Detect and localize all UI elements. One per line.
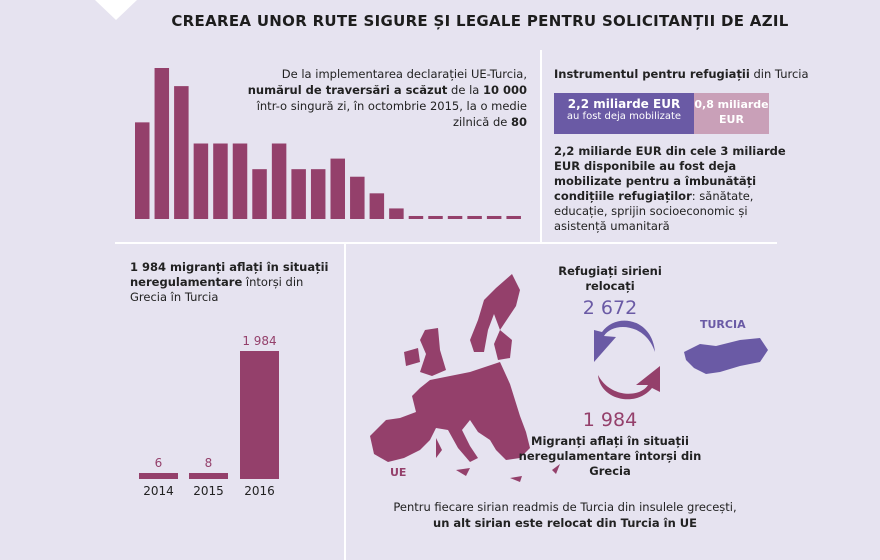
x-tick-label: 2015 bbox=[193, 484, 224, 498]
text: de la bbox=[447, 83, 483, 97]
bar bbox=[467, 215, 482, 219]
returned-label: Migranți aflați în situații neregulament… bbox=[518, 434, 702, 478]
returns-title: 1 984 migranți aflați în situații neregu… bbox=[130, 260, 335, 305]
page-title: CREAREA UNOR RUTE SIGURE ȘI LEGALE PENTR… bbox=[171, 12, 789, 30]
eu-map bbox=[370, 274, 560, 482]
text-bold: numărul de traversări a scăzut bbox=[247, 83, 448, 97]
facility-bar: 2,2 miliarde EUR au fost deja mobilizate… bbox=[554, 93, 769, 134]
bar bbox=[330, 158, 345, 219]
mobilized-amount: 2,2 miliarde EUR bbox=[567, 97, 681, 111]
bar bbox=[447, 215, 463, 219]
bar bbox=[291, 169, 306, 219]
x-tick-label: 2016 bbox=[244, 484, 275, 498]
bar bbox=[174, 86, 189, 220]
bar bbox=[389, 208, 404, 219]
text: din Turcia bbox=[749, 67, 809, 81]
divider bbox=[540, 50, 542, 242]
text: De la implementarea declarației UE-Turci… bbox=[281, 67, 527, 81]
footer-line-bold: un alt sirian este relocat din Turcia în… bbox=[433, 516, 697, 530]
bar bbox=[369, 193, 385, 219]
footer-text: Pentru fiecare sirian readmis de Turcia … bbox=[350, 499, 780, 531]
mobilized-segment: 2,2 miliarde EUR au fost deja mobilizate bbox=[554, 93, 694, 134]
header-notch bbox=[95, 0, 137, 20]
text: întorși din Grecia în Turcia bbox=[130, 275, 304, 304]
bar bbox=[310, 169, 326, 219]
facility-title: Instrumentul pentru refugiații din Turci… bbox=[554, 66, 809, 82]
footer-line: Pentru fiecare sirian readmis de Turcia … bbox=[393, 500, 737, 514]
bar bbox=[408, 215, 424, 219]
crossings-text: De la implementarea declarației UE-Turci… bbox=[230, 66, 527, 130]
bar bbox=[252, 169, 267, 219]
arrow-to-eu-icon bbox=[594, 320, 655, 362]
eu-label: UE bbox=[390, 466, 407, 479]
data-label: 1 984 bbox=[242, 334, 277, 348]
bar bbox=[232, 143, 248, 219]
arrow-to-turkey-icon bbox=[598, 366, 660, 400]
bar bbox=[135, 122, 150, 219]
bar bbox=[189, 473, 228, 479]
bar bbox=[271, 143, 287, 219]
bar bbox=[428, 215, 443, 219]
bar bbox=[154, 68, 170, 219]
text-bold: Instrumentul pentru refugiații bbox=[554, 67, 750, 81]
remaining-segment: 0,8 miliarde EUR bbox=[694, 93, 769, 134]
data-label: 6 bbox=[154, 456, 163, 470]
data-label: 8 bbox=[204, 456, 213, 470]
bar bbox=[506, 215, 521, 219]
x-tick-label: 2014 bbox=[143, 484, 174, 498]
facility-description: 2,2 miliarde EUR din cele 3 miliarde EUR… bbox=[554, 144, 790, 234]
bar bbox=[193, 143, 209, 219]
bar bbox=[350, 176, 365, 219]
divider bbox=[115, 242, 777, 244]
divider bbox=[344, 244, 346, 560]
bar bbox=[486, 215, 502, 219]
text-bold: 2,2 miliarde EUR din cele 3 miliarde EUR… bbox=[554, 144, 786, 203]
text-bold: 80 bbox=[510, 115, 527, 129]
resettled-label: Refugiați sirieni relocați bbox=[558, 264, 662, 293]
turkey-map bbox=[684, 338, 768, 374]
bar bbox=[240, 351, 279, 479]
text-bold: 1 984 migranți aflați în situații neregu… bbox=[130, 260, 329, 289]
bar bbox=[139, 473, 178, 479]
mobilized-label: au fost deja mobilizate bbox=[566, 111, 682, 122]
text: într-o singură zi, în octombrie 2015, la… bbox=[256, 99, 527, 129]
resettled-value: 2 672 bbox=[582, 297, 638, 319]
turkey-label: TURCIA bbox=[700, 318, 746, 331]
text-bold: 10 000 bbox=[482, 83, 527, 97]
text: : sănătate, educație, sprijin socioecono… bbox=[554, 189, 754, 233]
bar bbox=[213, 143, 228, 219]
returned-value: 1 984 bbox=[582, 409, 638, 431]
